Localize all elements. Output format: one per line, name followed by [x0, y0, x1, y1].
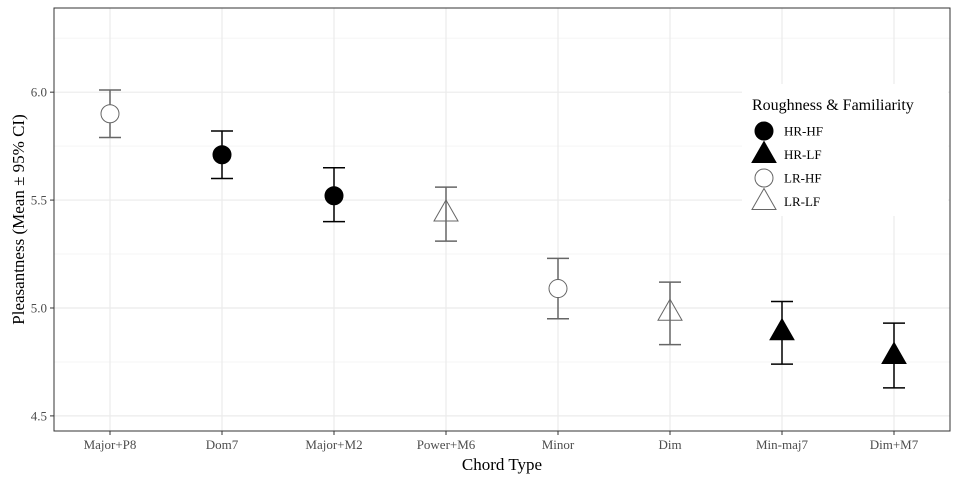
legend-item: LR-LF [751, 187, 820, 210]
x-tick-label: Dom7 [206, 437, 239, 452]
data-point-group [211, 130, 233, 180]
data-point-group [881, 322, 907, 389]
legend-title: Roughness & Familiarity [752, 97, 914, 114]
data-point [657, 298, 683, 321]
legend-label: HR-LF [784, 147, 822, 162]
x-tick-label: Major+P8 [84, 437, 137, 452]
y-axis-title: Pleasantness (Mean ± 95% CI) [9, 114, 28, 324]
data-point-group [323, 166, 345, 223]
x-axis-title: Chord Type [462, 455, 542, 474]
legend-background [742, 84, 948, 216]
legend: Roughness & Familiarity HR-HF HR-LF LR-HF L… [742, 84, 948, 216]
data-point [769, 317, 795, 341]
data-point [548, 279, 568, 299]
legend-key [751, 140, 777, 163]
axis-layer: 4.5 5.0 5.5 6.0 Major+P8 Dom7 Major+M2 Power+M6… [31, 85, 919, 452]
legend-key [754, 168, 774, 188]
x-tick-label: Minor [542, 437, 575, 452]
data-point [433, 198, 459, 222]
marks-layer [99, 89, 907, 389]
x-tick-label: Dim+M7 [870, 437, 919, 452]
data-point [212, 145, 232, 165]
plot-panel-border [53, 7, 951, 432]
data-point-group [433, 186, 459, 242]
data-point-group [99, 89, 121, 139]
data-point-group [657, 281, 683, 346]
legend-label: LR-LF [784, 194, 820, 209]
x-tick-label: Major+M2 [305, 437, 362, 452]
legend-item: HR-HF [754, 121, 823, 141]
legend-key [751, 187, 777, 210]
data-point [100, 104, 120, 124]
legend-item: HR-LF [751, 140, 822, 163]
grid-layer [54, 8, 950, 431]
legend-key [754, 121, 774, 141]
y-tick-label: 4.5 [31, 408, 47, 423]
x-tick-label: Min-maj7 [756, 437, 808, 452]
y-tick-label: 5.5 [31, 193, 47, 208]
legend-label: HR-HF [784, 124, 823, 139]
y-tick-label: 5.0 [31, 300, 47, 315]
data-point [324, 186, 344, 206]
legend-item: LR-HF [754, 168, 822, 188]
legend-label: LR-HF [784, 171, 822, 186]
y-tick-label: 6.0 [31, 85, 47, 100]
data-point-group [547, 257, 569, 320]
x-tick-label: Power+M6 [417, 437, 476, 452]
legend-items: HR-HF HR-LF LR-HF LR-LF [751, 121, 823, 210]
data-point-group [769, 300, 795, 365]
data-point [881, 341, 907, 364]
x-tick-label: Dim [658, 437, 681, 452]
